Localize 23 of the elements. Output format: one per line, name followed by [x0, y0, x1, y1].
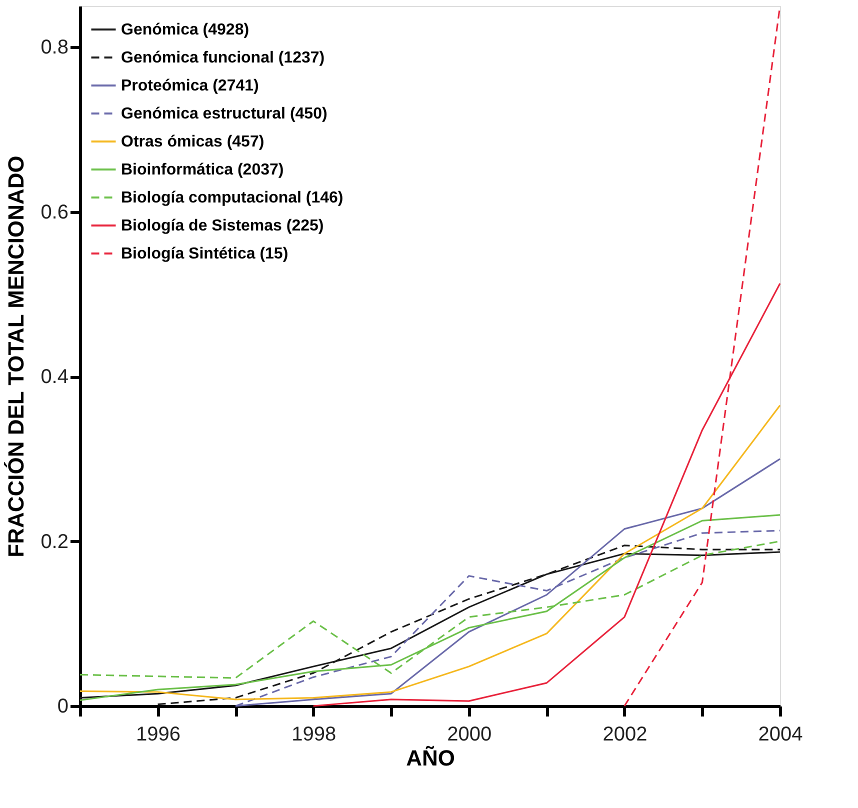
y-axis-title: FRACCIÓN DEL TOTAL MENCIONADO: [4, 156, 29, 558]
x-tick-label: 2004: [758, 724, 803, 746]
legend-label: Genómica (4928): [121, 22, 250, 38]
legend-label: Otras ómicas (457): [121, 134, 264, 150]
y-tick-label: 0: [57, 696, 68, 718]
x-tick-label: 1996: [136, 724, 181, 746]
y-tick-label: 0.4: [40, 366, 68, 388]
x-axis-title: AÑO: [406, 746, 455, 770]
legend-label: Biología computacional (146): [121, 190, 344, 206]
x-tick-label: 1998: [292, 724, 336, 746]
y-tick-label: 0.8: [40, 36, 68, 59]
line-series: [79, 404, 781, 700]
legend-label: Genómica estructural (450): [121, 106, 328, 122]
x-tick-label: 2000: [447, 724, 492, 746]
legend-label: Proteómica (2741): [121, 78, 259, 94]
legend-label: Biología de Sistemas (225): [121, 218, 324, 234]
y-tick-label: 0.6: [40, 201, 68, 224]
y-tick-label: 0.2: [40, 530, 68, 553]
x-tick-label: 2002: [602, 724, 648, 746]
legend-label: Bioinformática (2037): [121, 162, 284, 178]
legend-label: Biología Sintética (15): [121, 246, 288, 262]
line-series: [79, 514, 781, 702]
legend-label: Genómica funcional (1237): [121, 50, 325, 66]
